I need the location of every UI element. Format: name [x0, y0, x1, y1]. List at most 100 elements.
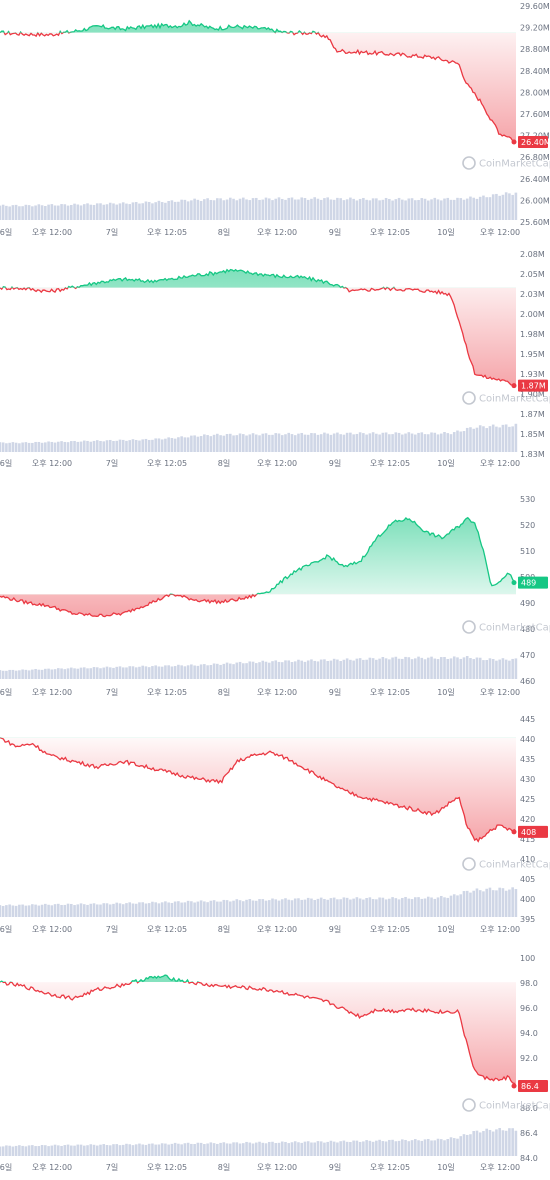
volume-bar: [206, 902, 209, 917]
volume-bar: [238, 1143, 242, 1156]
volume-bar: [73, 440, 76, 452]
volume-bar: [430, 199, 433, 220]
volume-bar: [11, 205, 15, 220]
volume-bar: [241, 1143, 245, 1156]
volume-bar: [60, 441, 63, 452]
volume-bar: [144, 438, 148, 452]
volume-bar: [274, 198, 278, 220]
volume-bar: [199, 436, 203, 452]
volume-bar: [177, 201, 180, 220]
y-tick-label: 26.00M: [520, 196, 550, 205]
volume-bar: [206, 665, 209, 679]
volume-bar: [170, 902, 174, 917]
volume-bar: [478, 196, 482, 220]
volume-bar: [209, 199, 213, 220]
volume-bar: [11, 669, 15, 679]
volume-bar: [115, 440, 119, 452]
last-price-badge: [518, 136, 548, 148]
volume-bar: [79, 1144, 83, 1156]
volume-bar: [439, 200, 443, 220]
volume-bar: [491, 424, 495, 452]
volume-bar: [229, 1143, 232, 1156]
x-tick-label: 10일: [437, 459, 455, 468]
x-tick-label: 오후 12:00: [480, 459, 520, 468]
volume-bar: [21, 206, 24, 220]
volume-bar: [66, 668, 70, 679]
volume-bar: [423, 1139, 427, 1156]
volume-bar: [209, 900, 213, 917]
x-tick-label: 오후 12:00: [32, 1163, 72, 1172]
volume-bar: [368, 657, 372, 679]
volume-bar: [190, 901, 193, 917]
volume-bar: [261, 1142, 265, 1156]
volume-bar: [86, 668, 89, 679]
volume-bar: [345, 658, 349, 679]
y-tick-label: 28.00M: [520, 88, 550, 97]
volume-bar: [293, 199, 297, 220]
volume-bar: [326, 1141, 329, 1156]
volume-bar: [280, 899, 284, 917]
volume-bar: [287, 432, 291, 452]
volume-bar: [504, 192, 508, 220]
volume-bar: [297, 199, 300, 220]
y-tick-label: 395: [520, 915, 535, 924]
y-tick-label: 2.03M: [520, 290, 545, 299]
volume-bar: [141, 665, 144, 679]
volume-bar: [183, 666, 187, 679]
x-tick-label: 오후 12:00: [480, 688, 520, 697]
volume-bar: [391, 897, 394, 917]
x-tick-label: 오후 12:05: [147, 1163, 187, 1172]
volume-bar: [384, 899, 388, 917]
volume-bar: [57, 668, 60, 679]
volume-bar: [21, 904, 24, 917]
price-line-down: [0, 594, 260, 618]
price-chart-4: 445 440 435 430 425 420 415 410 405 400 395 CoinMar…: [0, 715, 550, 934]
volume-bar: [241, 663, 245, 679]
volume-bar: [238, 433, 242, 452]
volume-bar: [125, 1143, 128, 1156]
volume-bar: [407, 198, 411, 220]
volume-bar: [115, 1144, 119, 1156]
volume-bar: [219, 1142, 222, 1156]
area-above-baseline: [0, 737, 516, 738]
volume-bar: [306, 1141, 310, 1156]
volume-bar: [381, 1141, 385, 1156]
volume-bar: [417, 432, 420, 452]
volume-bar: [248, 434, 252, 452]
x-tick-label: 오후 12:05: [370, 925, 410, 934]
coinmarketcap-logo-icon: [462, 1098, 476, 1112]
volume-bar: [99, 668, 102, 679]
volume-bar: [404, 896, 407, 917]
volume-bar: [391, 434, 394, 452]
volume-bar: [69, 1145, 73, 1156]
last-price-dot: [511, 580, 517, 586]
volume-bar: [501, 194, 505, 220]
volume-bar: [50, 204, 54, 220]
volume-bar: [27, 905, 31, 917]
volume-bar: [290, 197, 294, 220]
volume-bar: [157, 1144, 161, 1156]
volume-bar: [459, 658, 463, 679]
volume-bar: [462, 891, 466, 917]
x-tick-label: 7일: [106, 459, 118, 468]
volume-bar: [27, 670, 31, 679]
last-price-badge: [518, 576, 548, 589]
volume-bar: [267, 434, 271, 452]
volume-bar: [203, 901, 206, 917]
volume-bar: [69, 204, 73, 220]
volume-bar: [196, 436, 200, 452]
volume-bar: [417, 897, 420, 917]
volume-bar: [426, 896, 430, 917]
volume-bar: [50, 905, 54, 917]
volume-bar: [355, 897, 359, 917]
volume-bar: [40, 442, 44, 452]
volume-bar: [63, 204, 67, 220]
volume-bar: [329, 660, 333, 679]
area-above-baseline: [0, 517, 516, 595]
last-price-badge: [518, 1080, 548, 1092]
volume-bar: [144, 1144, 148, 1156]
volume-bar: [297, 433, 300, 452]
volume-bar: [485, 1128, 488, 1156]
volume-bar: [446, 897, 450, 917]
volume-bar: [413, 434, 417, 452]
